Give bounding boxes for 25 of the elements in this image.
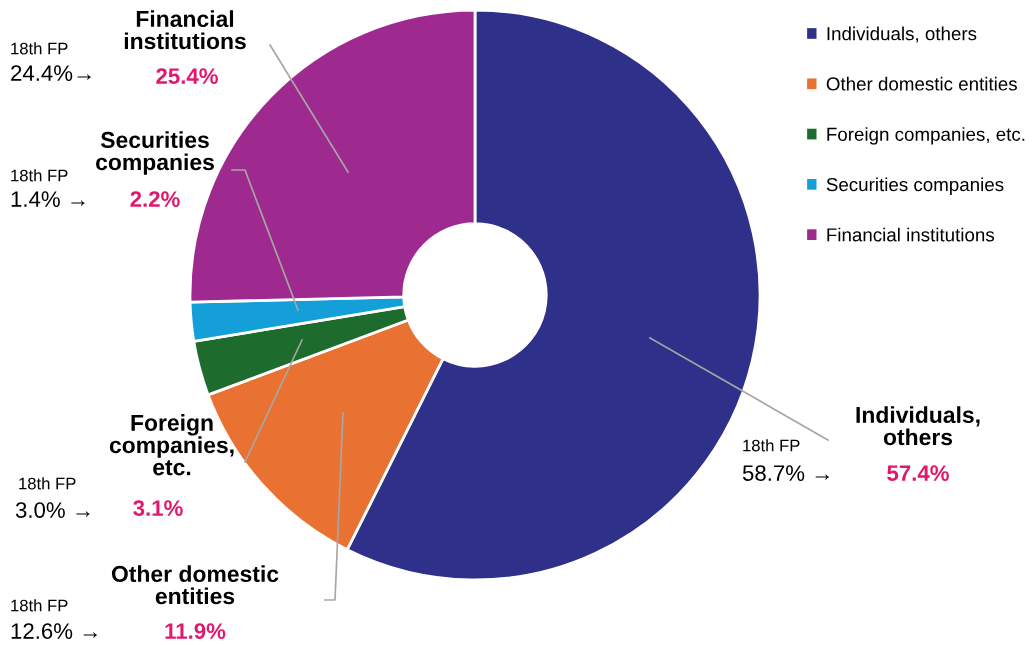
- slice-label: Individuals, others: [856, 406, 980, 446]
- text: 12.6% →: [11, 623, 97, 639]
- data-label: 57.4%: [887, 465, 949, 481]
- text: 58.7% →: [742, 465, 829, 481]
- legend-label: Other domestic entities: [826, 76, 1017, 91]
- data-label: 3.1%: [133, 500, 183, 516]
- text: 24.4%→: [11, 65, 91, 81]
- slice-label: Other domestic entities: [111, 565, 279, 605]
- text: 1.4% →: [11, 191, 85, 207]
- text: 18th FP: [11, 599, 68, 612]
- text: 18th FP: [11, 42, 68, 55]
- slice-label: Securities companies: [96, 131, 214, 175]
- data-label: 25.4%: [156, 68, 218, 84]
- legend-label: Foreign companies, etc.: [827, 127, 1025, 145]
- text: 18th FP: [11, 169, 68, 182]
- legend-label: Individuals, others: [827, 26, 977, 43]
- legend-label: Securities companies: [826, 177, 1004, 195]
- text: 18th FP: [19, 477, 76, 490]
- legend-label: Financial institutions: [827, 227, 995, 242]
- text: 18th FP: [743, 439, 800, 452]
- text: 3.0% →: [15, 502, 90, 518]
- data-label: 2.2%: [130, 191, 180, 207]
- slice-label: Foreign companies, etc.: [109, 414, 234, 476]
- slice-label: Financial institutions: [124, 10, 246, 50]
- data-label: 11.9%: [165, 623, 226, 639]
